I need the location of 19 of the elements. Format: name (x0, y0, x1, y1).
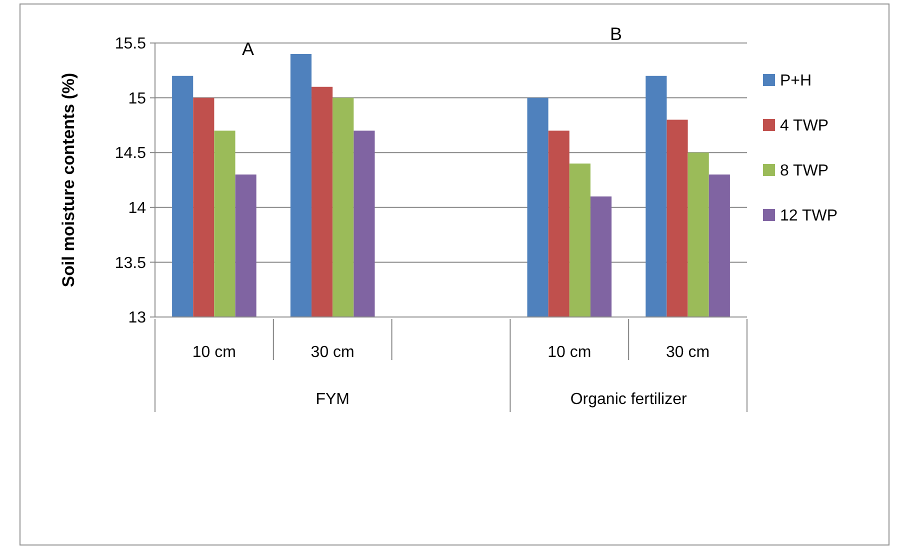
y-tick-label: 13 (128, 310, 146, 327)
x-tick-label: 10 cm (548, 344, 592, 361)
annotation: A (242, 39, 254, 59)
y-tick-label: 14.5 (114, 145, 146, 162)
y-tick-label: 13.5 (114, 254, 146, 272)
x-tick-label: 10 cm (192, 344, 236, 361)
y-tick-label: 14 (128, 200, 146, 217)
y-tick-label: 15 (128, 90, 146, 108)
annotation: B (610, 24, 622, 44)
legend-label: 4 TWP (780, 118, 829, 135)
text: FYM (316, 391, 350, 408)
legend-label: P+H (780, 72, 812, 90)
x-tick-label: 30 cm (310, 344, 354, 361)
y-tick-label: 15.5 (114, 36, 146, 53)
legend-label: 8 TWP (780, 162, 829, 180)
y-axis-title: Soil moisture contents (%) (59, 72, 78, 288)
legend-label: 12 TWP (780, 208, 838, 225)
text: Organic fertilizer (570, 391, 688, 408)
x-tick-label: 30 cm (666, 344, 710, 361)
